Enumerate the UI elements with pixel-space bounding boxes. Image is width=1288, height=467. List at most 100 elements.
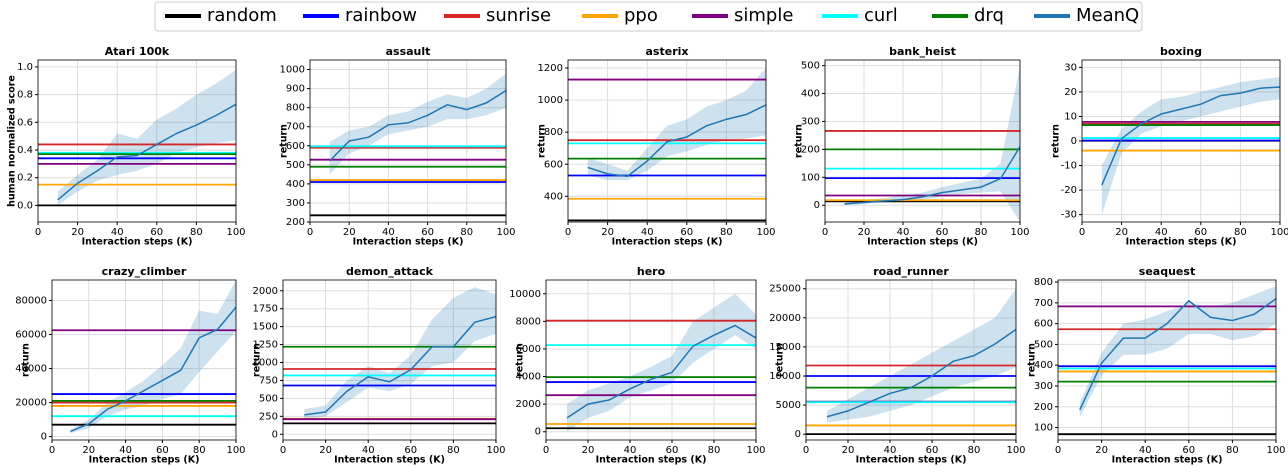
- panel-title: demon_attack: [346, 265, 434, 278]
- legend-label: sunrise: [486, 5, 551, 26]
- x-tick-label: 0: [280, 445, 286, 456]
- confidence-band: [844, 65, 1020, 222]
- x-tick-label: 100: [1266, 445, 1285, 456]
- plot-area: [546, 280, 756, 440]
- y-tick-label: 750: [259, 375, 278, 386]
- x-tick-label: 80: [1234, 227, 1247, 238]
- plot-frame: [1081, 59, 1281, 223]
- x-tick-label: 100: [226, 445, 245, 456]
- x-tick-label: 60: [1194, 227, 1207, 238]
- y-tick-label: 600: [544, 159, 563, 170]
- confidence-band: [329, 73, 506, 175]
- panel-title: bank_heist: [889, 45, 956, 58]
- x-tick-label: 80: [975, 227, 988, 238]
- y-tick-label: 15000: [769, 342, 801, 353]
- x-tick-label: 20: [343, 227, 356, 238]
- panel: 0 20 40 60 80 100 400 600 800 1000 1200 asterix Inte…: [537, 45, 776, 248]
- y-tick-label: 500: [259, 393, 278, 404]
- y-tick-label: 2000: [253, 286, 278, 297]
- panel-title: hero: [637, 265, 666, 278]
- y-tick-label: 30: [1064, 62, 1077, 73]
- panel: 0 20 40 60 80 100 0.0 0.2 0.4 0.6 0.8 1.0 Atari 100k…: [7, 45, 246, 248]
- plot-content: [806, 288, 1016, 436]
- legend-label: simple: [734, 5, 793, 26]
- x-tick-label: 80: [193, 445, 206, 456]
- y-tick-label: 600: [286, 141, 305, 152]
- y-tick-label: 20000: [15, 398, 47, 409]
- y-tick-label: 0: [272, 429, 278, 440]
- y-axis-label: human normalized score: [7, 75, 18, 207]
- x-axis-label: Interaction steps (K): [612, 237, 723, 248]
- y-tick-label: 5000: [776, 400, 801, 411]
- x-tick-label: 20: [582, 445, 595, 456]
- panel: 0 20 40 60 80 100 200 300 400 500 600 700 800 900 1000…: [279, 45, 516, 248]
- x-tick-label: 40: [1139, 445, 1152, 456]
- plot-frame: [51, 279, 237, 441]
- meanq-line: [1101, 86, 1280, 186]
- plot-frame: [282, 279, 497, 441]
- confidence-band: [57, 69, 236, 206]
- meanq-line: [329, 89, 506, 162]
- plot-frame: [545, 279, 757, 441]
- confidence-band: [1101, 77, 1280, 215]
- confidence-band: [827, 288, 1016, 423]
- y-tick-label: 1200: [538, 63, 563, 74]
- y-tick-label: 700: [1034, 298, 1053, 309]
- y-tick-label: 40000: [15, 364, 47, 375]
- y-axis-label: return: [515, 343, 526, 377]
- y-tick-label: 300: [1034, 381, 1053, 392]
- y-tick-label: 500: [801, 61, 820, 72]
- y-tick-label: 1750: [253, 304, 278, 315]
- y-tick-label: -20: [1061, 185, 1077, 196]
- x-tick-label: 80: [190, 227, 203, 238]
- y-tick-label: 60000: [15, 329, 47, 340]
- x-tick-label: 100: [226, 227, 245, 238]
- x-tick-label: 0: [1055, 445, 1061, 456]
- y-tick-label: 200: [801, 144, 820, 155]
- x-tick-label: 40: [362, 445, 375, 456]
- x-tick-label: 60: [926, 445, 939, 456]
- x-tick-label: 80: [968, 445, 981, 456]
- meanq-line: [587, 104, 766, 178]
- x-tick-label: 60: [404, 445, 417, 456]
- x-tick-label: 40: [624, 445, 637, 456]
- y-tick-label: 900: [286, 84, 305, 95]
- y-tick-label: 400: [544, 191, 563, 202]
- x-tick-label: 40: [897, 227, 910, 238]
- x-axis-label: Interaction steps (K): [353, 237, 464, 248]
- x-axis-label: Interaction steps (K): [867, 237, 978, 248]
- plot-area: [38, 60, 236, 222]
- meanq-line: [57, 103, 236, 201]
- panel: 0 20 40 60 80 100 0 2000 4000 6000 8000 10000 hero In…: [509, 265, 765, 466]
- panel: 0 20 40 60 80 100 100 200 300 400 500 600 700 800 seaq…: [1027, 265, 1286, 466]
- panel: 0 20 40 60 80 100 0 5000 10000 15000 20000 25000 roa…: [769, 265, 1025, 466]
- plot-content: [283, 287, 496, 425]
- x-tick-label: 80: [1226, 445, 1239, 456]
- x-tick-label: 60: [421, 227, 434, 238]
- x-tick-label: 20: [601, 227, 614, 238]
- x-tick-label: 20: [858, 227, 871, 238]
- y-axis-label: return: [775, 343, 786, 377]
- panel: 0 20 40 60 80 100 -30 -20 -10 0 10 20 30 boxing Intera…: [1051, 45, 1288, 248]
- legend-label: rainbow: [345, 5, 417, 26]
- y-tick-label: 10000: [509, 289, 541, 300]
- x-tick-label: 0: [35, 227, 41, 238]
- panel-title: assault: [386, 45, 431, 58]
- panel: 0 20 40 60 80 100 0 20000 40000 60000 80000 crazy_c…: [15, 265, 245, 466]
- y-tick-label: 0: [535, 427, 541, 438]
- x-axis-label: Interaction steps (K): [89, 455, 200, 466]
- x-tick-label: 60: [680, 227, 693, 238]
- y-tick-label: 1000: [280, 65, 305, 76]
- meanq-line: [1079, 298, 1276, 411]
- x-tick-label: 0: [49, 445, 55, 456]
- legend-label: curl: [864, 5, 898, 26]
- meanq-line: [566, 324, 756, 419]
- legend-label: drq: [974, 5, 1004, 26]
- plot-content: [568, 68, 766, 222]
- y-tick-label: 400: [1034, 360, 1053, 371]
- x-tick-label: 0: [822, 227, 828, 238]
- y-tick-label: 0: [814, 200, 820, 211]
- x-tick-label: 20: [71, 227, 84, 238]
- x-tick-label: 60: [666, 445, 679, 456]
